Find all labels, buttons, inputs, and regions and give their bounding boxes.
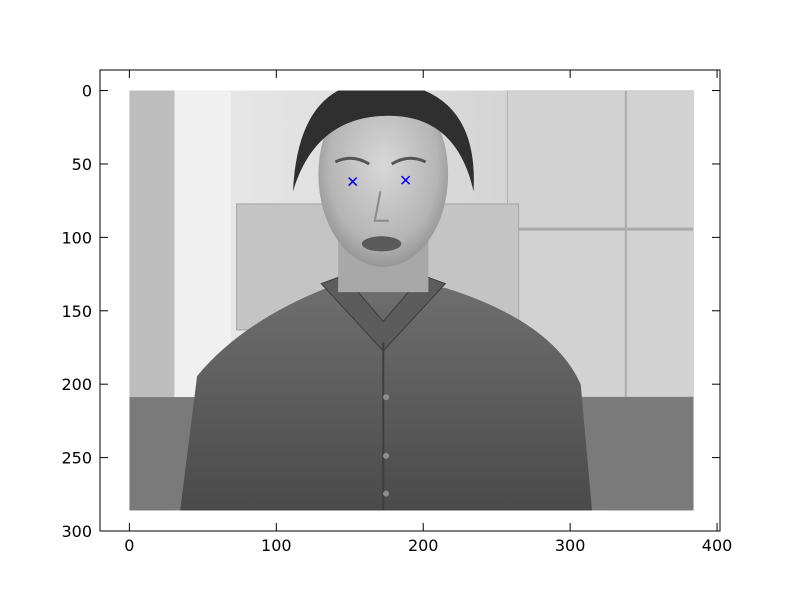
y-tick-label: 100 [61, 228, 92, 247]
x-tick-label: 400 [702, 536, 733, 555]
y-tick-label: 200 [61, 375, 92, 394]
x-tick-label: 0 [124, 536, 134, 555]
y-axis: 0 50 100 150 200 250 300 [61, 82, 720, 541]
y-tick-label: 50 [72, 155, 92, 174]
right-eye-marker [401, 175, 411, 185]
y-tick-label: 300 [61, 522, 92, 541]
left-eye-marker [348, 177, 358, 187]
x-tick-label: 300 [555, 536, 586, 555]
y-tick-label: 150 [61, 302, 92, 321]
y-tick-label: 250 [61, 449, 92, 468]
y-tick-label: 0 [82, 82, 92, 101]
x-axis: 0 100 200 300 400 [124, 70, 732, 555]
photo-image [129, 90, 694, 511]
x-tick-label: 100 [261, 536, 292, 555]
eye-markers [348, 175, 411, 187]
x-tick-label: 200 [408, 536, 439, 555]
